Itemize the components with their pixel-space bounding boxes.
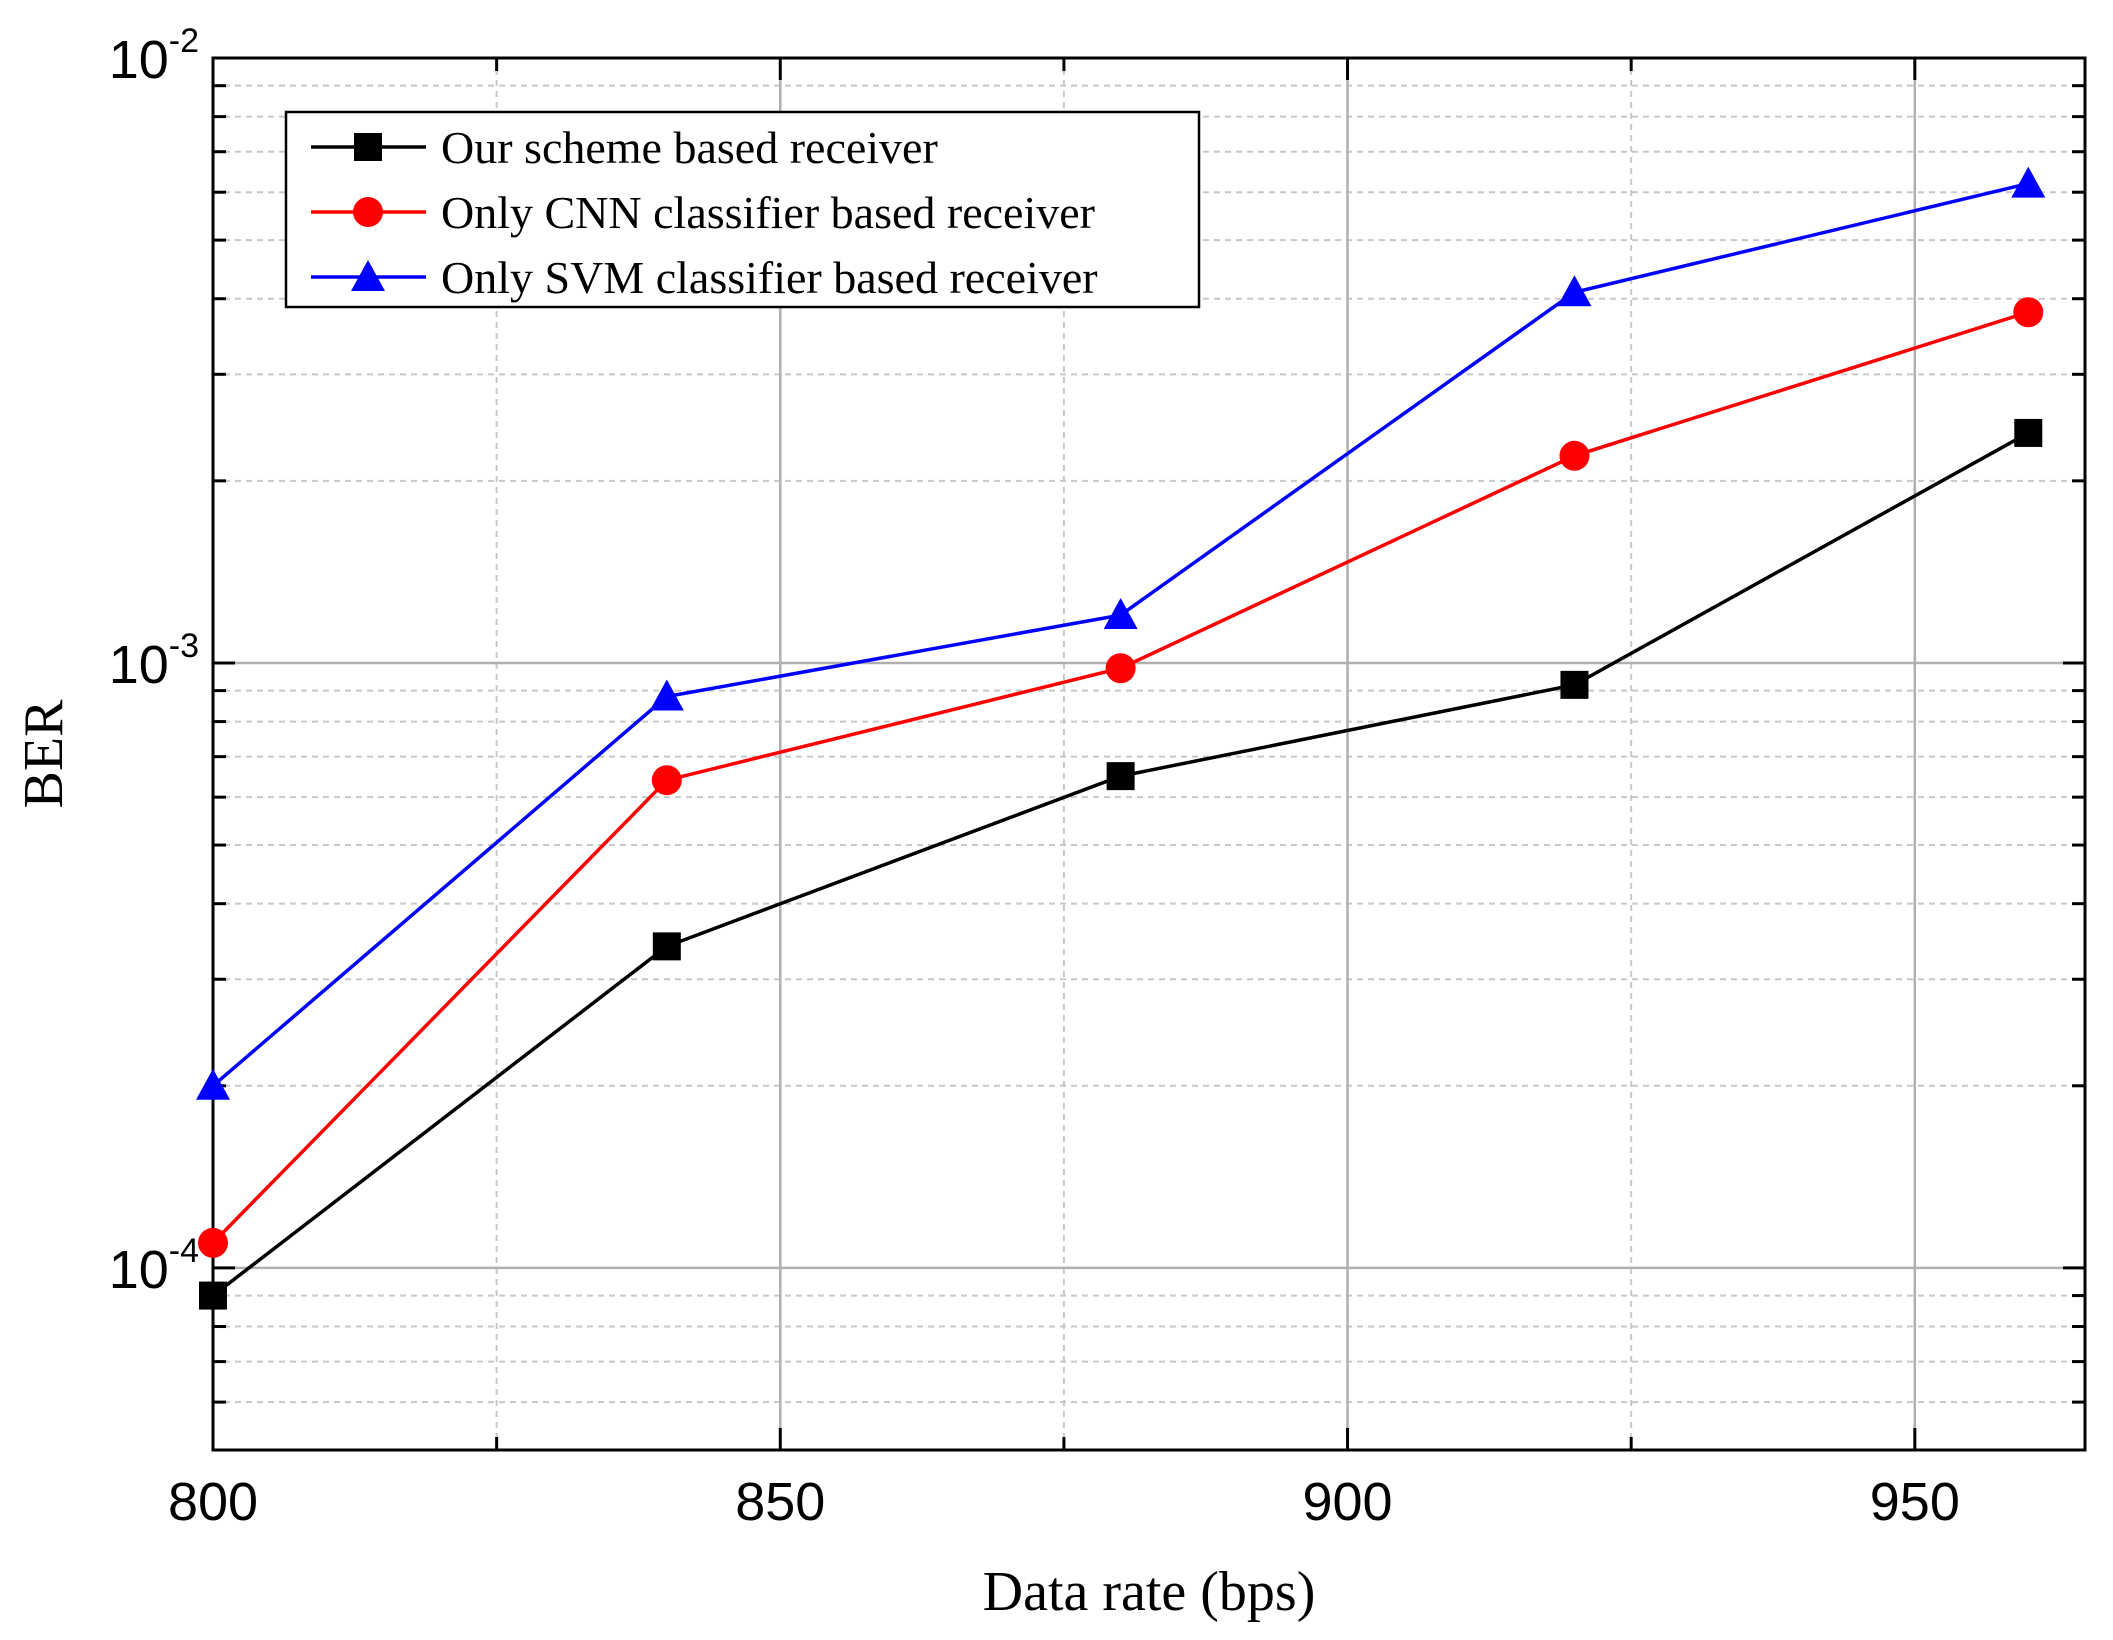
data-point — [1559, 440, 1590, 471]
axes: 800 850 900 950 10-4 10-3 10-2 — [109, 22, 2087, 1532]
data-point — [2011, 166, 2046, 198]
legend-box — [284, 110, 1201, 309]
series-line — [211, 181, 2029, 1088]
data-point — [199, 1281, 227, 1310]
data-point — [1560, 670, 1589, 699]
data-point — [2013, 297, 2044, 328]
data-point — [196, 1068, 230, 1100]
x-tick-label: 950 — [1870, 1472, 1960, 1532]
y-tick-label: 10-2 — [109, 22, 199, 90]
series — [196, 166, 2046, 1310]
legend-marker — [353, 197, 383, 227]
series-triangle — [196, 166, 2046, 1100]
legend-marker — [351, 260, 385, 291]
data-point — [2014, 418, 2043, 447]
series-square — [199, 418, 2043, 1310]
legend-item: Only SVM classifier based receiver — [311, 252, 1098, 303]
x-axis-title: Data rate (bps) — [983, 1561, 1316, 1623]
series-circle — [198, 297, 2044, 1258]
y-axis-title: BER — [13, 699, 75, 809]
legend-label: Our scheme based receiver — [441, 122, 938, 173]
plot-frame — [211, 56, 2087, 1452]
legend-label: Only SVM classifier based receiver — [441, 252, 1098, 303]
data-point — [198, 1227, 228, 1258]
data-point — [649, 679, 684, 711]
x-tick-label: 900 — [1302, 1472, 1392, 1532]
data-point — [651, 765, 682, 796]
data-point — [1557, 275, 1592, 307]
legend-item: Only CNN classifier based receiver — [311, 187, 1095, 238]
legend-item: Our scheme based receiver — [311, 122, 938, 173]
y-tick-label: 10-3 — [109, 627, 199, 695]
series-line — [211, 431, 2030, 1297]
data-point — [1106, 762, 1135, 791]
x-tick-label: 850 — [735, 1472, 825, 1532]
x-tick-label: 800 — [168, 1472, 258, 1532]
y-tick-label: 10-4 — [109, 1232, 199, 1300]
legend-label: Only CNN classifier based receiver — [441, 187, 1095, 238]
legend-marker — [354, 133, 382, 161]
data-point — [1103, 598, 1138, 630]
data-point — [1105, 653, 1136, 684]
legend: Our scheme based receiver Only CNN classi… — [284, 110, 1201, 309]
data-point — [652, 932, 681, 961]
